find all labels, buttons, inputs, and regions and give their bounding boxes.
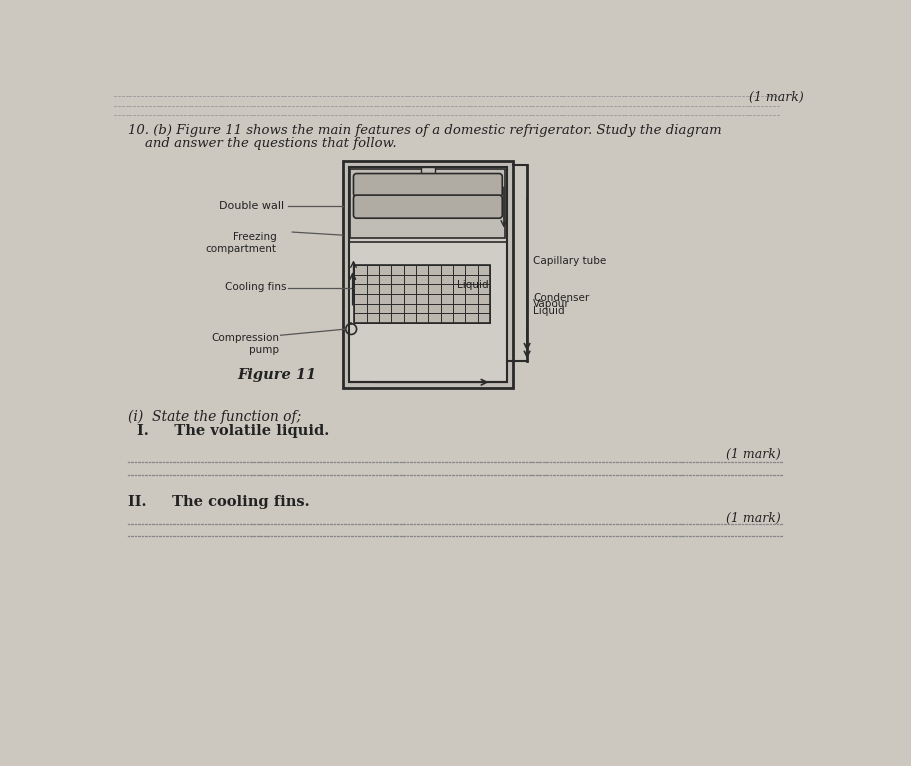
Text: and answer the questions that follow.: and answer the questions that follow. xyxy=(128,136,396,149)
Text: Liquid: Liquid xyxy=(456,280,487,290)
Text: (1 mark): (1 mark) xyxy=(725,512,780,525)
Text: Freezing
compartment: Freezing compartment xyxy=(206,232,276,254)
Text: (1 mark): (1 mark) xyxy=(749,91,804,104)
Text: Vapour: Vapour xyxy=(533,299,569,309)
FancyBboxPatch shape xyxy=(353,195,502,218)
FancyBboxPatch shape xyxy=(353,174,502,197)
Bar xyxy=(421,168,435,174)
Bar xyxy=(350,169,505,238)
Bar xyxy=(348,168,507,382)
Text: I.     The volatile liquid.: I. The volatile liquid. xyxy=(137,424,329,438)
Text: (1 mark): (1 mark) xyxy=(725,448,780,461)
Text: Compression
pump: Compression pump xyxy=(210,333,279,355)
Bar xyxy=(353,265,489,323)
Text: Condenser: Condenser xyxy=(533,293,589,303)
Text: II.     The cooling fins.: II. The cooling fins. xyxy=(128,495,309,509)
Text: Double wall: Double wall xyxy=(220,201,284,211)
Text: Capillary tube: Capillary tube xyxy=(533,257,606,267)
Text: Liquid: Liquid xyxy=(533,306,564,316)
Text: Figure 11: Figure 11 xyxy=(237,368,316,381)
Bar xyxy=(343,161,513,388)
Text: (i)  State the function of;: (i) State the function of; xyxy=(128,410,301,424)
Text: Cooling fins: Cooling fins xyxy=(224,283,286,293)
Text: 10. (b) Figure 11 shows the main features of a domestic refrigerator. Study the : 10. (b) Figure 11 shows the main feature… xyxy=(128,124,721,137)
